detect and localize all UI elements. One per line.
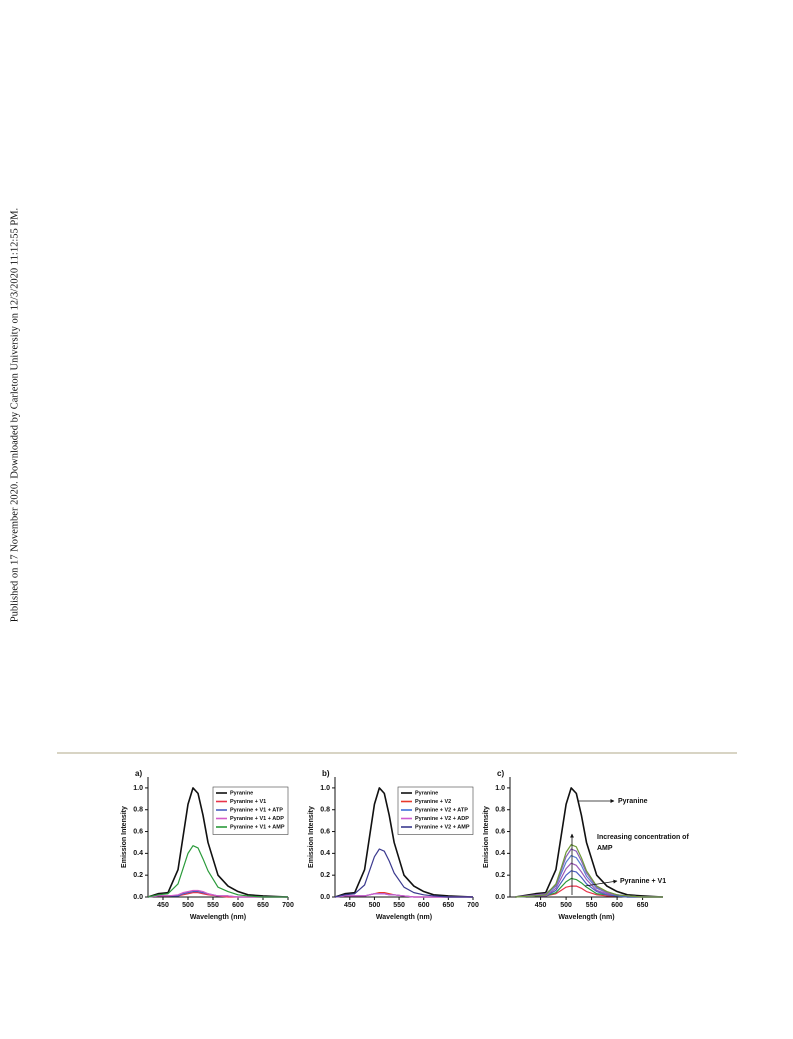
x-axis-label: Wavelength (nm) <box>190 914 246 921</box>
y-tick-label: 0.4 <box>133 850 143 857</box>
x-tick-label: 550 <box>207 902 219 909</box>
series-line <box>334 893 473 898</box>
series-line <box>515 870 663 898</box>
series-line <box>334 848 473 898</box>
panel-label: b) <box>322 769 330 778</box>
x-axis-label: Wavelength (nm) <box>558 914 614 921</box>
y-tick-label: 0.2 <box>320 872 330 879</box>
y-tick-label: 0.6 <box>320 828 330 835</box>
y-tick-label: 0.2 <box>495 872 505 879</box>
side-note: Published on 17 November 2020. Downloade… <box>9 208 20 622</box>
x-axis-label: Wavelength (nm) <box>376 914 432 921</box>
y-tick-label: 1.0 <box>320 785 330 792</box>
y-axis-label: Emission Intensity <box>308 806 315 868</box>
y-axis-label: Emission Intensity <box>483 806 490 868</box>
y-tick-label: 0.0 <box>133 894 143 901</box>
y-tick-label: 0.4 <box>495 850 505 857</box>
y-tick-label: 0.2 <box>133 872 143 879</box>
y-tick-label: 1.0 <box>495 785 505 792</box>
x-tick-label: 450 <box>344 902 356 909</box>
x-tick-label: 550 <box>393 902 405 909</box>
x-tick-label: 650 <box>257 902 269 909</box>
x-tick-label: 500 <box>182 902 194 909</box>
y-tick-label: 0.8 <box>320 807 330 814</box>
y-axis-label: Emission Intensity <box>121 806 128 868</box>
legend-label: Pyranine + V1 + ADP <box>230 816 284 822</box>
legend-label: Pyranine + V2 + AMP <box>415 824 470 830</box>
x-tick-label: 700 <box>467 902 479 909</box>
x-tick-label: 600 <box>418 902 430 909</box>
legend-label: Pyranine + V1 + AMP <box>230 824 285 830</box>
y-tick-label: 0.6 <box>495 828 505 835</box>
series-line <box>147 845 288 898</box>
series-line <box>515 844 663 898</box>
x-tick-label: 500 <box>369 902 381 909</box>
legend-label: Pyranine + V2 + ADP <box>415 816 469 822</box>
series-line <box>515 848 663 898</box>
y-tick-label: 0.0 <box>495 894 505 901</box>
legend-label: Pyranine + V2 + ATP <box>415 807 468 813</box>
y-tick-label: 1.0 <box>133 785 143 792</box>
x-tick-label: 600 <box>611 902 623 909</box>
y-tick-label: 0.8 <box>133 807 143 814</box>
y-tick-label: 0.0 <box>320 894 330 901</box>
x-tick-label: 450 <box>535 902 547 909</box>
x-tick-label: 650 <box>443 902 455 909</box>
y-tick-label: 0.6 <box>133 828 143 835</box>
panel-label: a) <box>135 769 142 778</box>
x-tick-label: 650 <box>637 902 649 909</box>
annotation: Increasing concentration of AMP <box>597 834 689 852</box>
legend-label: Pyranine + V2 <box>415 799 451 805</box>
legend-label: Pyranine <box>415 790 438 796</box>
annotation: Pyranine <box>618 798 648 805</box>
series-line <box>514 787 664 898</box>
x-tick-label: 700 <box>282 902 294 909</box>
legend-label: Pyranine <box>230 790 253 796</box>
x-tick-label: 500 <box>560 902 572 909</box>
annotation: Pyranine + V1 <box>620 878 667 885</box>
x-tick-label: 600 <box>232 902 244 909</box>
legend-label: Pyranine + V1 <box>230 799 266 805</box>
arrow <box>584 879 618 887</box>
series-line <box>147 889 288 898</box>
legend-label: Pyranine + V1 + ATP <box>230 807 283 813</box>
x-tick-label: 550 <box>586 902 598 909</box>
y-tick-label: 0.4 <box>320 850 330 857</box>
series-line <box>334 787 474 898</box>
series-line <box>147 787 289 898</box>
y-tick-label: 0.8 <box>495 807 505 814</box>
panel-label: c) <box>497 769 504 778</box>
x-tick-label: 450 <box>157 902 169 909</box>
